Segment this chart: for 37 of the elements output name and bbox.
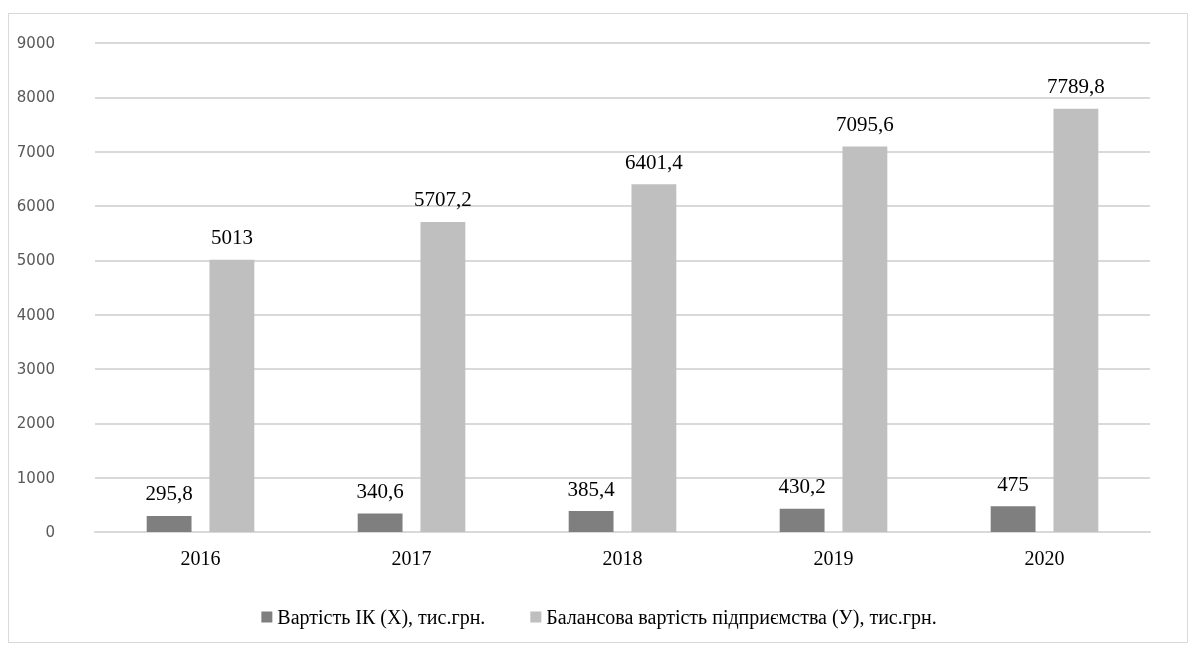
y-tick-label: 5000 [16, 251, 55, 270]
bar [842, 146, 888, 532]
x-tick-label: 2018 [602, 547, 643, 569]
data-label: 5013 [210, 225, 253, 250]
bar [779, 508, 825, 532]
y-tick-label: 4000 [16, 305, 55, 324]
legend-label: Балансова вартість підприємства (У), тис.грн. [546, 606, 937, 629]
bar [990, 506, 1036, 532]
x-tick-label: 2020 [1024, 547, 1065, 569]
y-tick-label: 6000 [16, 197, 55, 215]
y-tick-label: 0 [45, 523, 55, 541]
y-tick-label: 1000 [16, 468, 55, 487]
data-label: 295,8 [145, 481, 193, 506]
y-tick-label: 2000 [16, 414, 55, 433]
y-tick-label: 8000 [16, 88, 55, 107]
bar [357, 513, 403, 532]
data-label: 340,6 [356, 478, 404, 503]
data-label: 6401,4 [625, 149, 684, 174]
y-tick-label: 9000 [16, 34, 55, 52]
bar [420, 221, 466, 532]
data-label: 5707,2 [414, 187, 472, 212]
data-label: 7095,6 [836, 111, 894, 136]
bar [209, 259, 255, 532]
bar [568, 511, 614, 532]
data-label: 475 [997, 471, 1029, 496]
x-tick-label: 2016 [180, 547, 221, 569]
bar [631, 184, 677, 532]
bar [1053, 108, 1099, 532]
y-tick-label: 3000 [16, 360, 55, 378]
data-label: 7789,8 [1047, 74, 1105, 99]
x-tick-label: 2017 [391, 547, 432, 569]
x-tick-label: 2019 [813, 547, 854, 569]
legend-label: Вартість ІК (Х), тис.грн. [277, 606, 486, 629]
data-label: 385,4 [567, 476, 616, 501]
data-label: 430,2 [778, 474, 826, 499]
bar [146, 515, 192, 532]
y-tick-label: 7000 [16, 142, 55, 161]
